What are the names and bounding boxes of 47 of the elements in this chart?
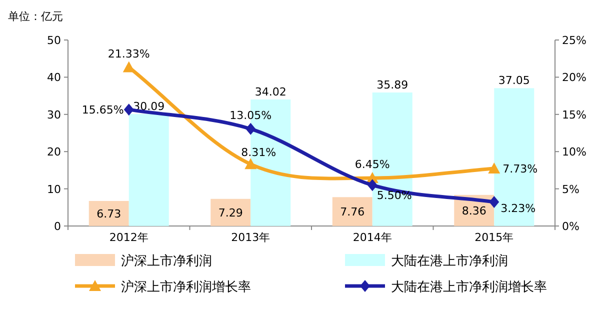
point (489, 196, 500, 208)
point (367, 179, 378, 192)
y-tick-label: 40 (47, 71, 61, 84)
bar (88, 200, 129, 226)
data-label: 3.23% (500, 202, 536, 215)
data-label: 37.05 (498, 74, 530, 88)
point (124, 104, 134, 116)
y-axis-title: 单位：亿元 (8, 10, 63, 23)
data-label: 30.09 (133, 100, 165, 114)
bar (210, 198, 251, 226)
data-label: 7.73% (502, 162, 538, 176)
y-tick-label: 30 (47, 108, 61, 122)
bar (128, 114, 169, 226)
y2-tick-label: 0% (562, 220, 580, 233)
y2-tick-label: 10% (562, 146, 586, 159)
legend-label: 大陆在港上市净利润 (391, 254, 508, 269)
legend-label: 大陆在港上市净利润增长率 (391, 279, 547, 295)
y2-tick-label: 25% (562, 34, 586, 47)
point (246, 122, 256, 135)
data-label: 15.65% (82, 104, 124, 117)
y2-tick-label: 5% (562, 182, 580, 196)
x-tick-label: 2015年 (474, 231, 514, 244)
data-label: 35.89 (376, 78, 408, 92)
point (244, 158, 257, 170)
y-tick-label: 10 (47, 182, 61, 196)
data-label: 6.73 (96, 207, 122, 220)
bar (332, 197, 372, 226)
y-tick-label: 0 (54, 220, 61, 233)
y-tick-label: 50 (47, 34, 61, 47)
data-label: 34.02 (254, 85, 286, 98)
data-label: 7.29 (218, 206, 243, 220)
data-label: 8.36 (462, 204, 486, 218)
data-label: 21.33% (108, 47, 150, 60)
x-tick-label: 2012年 (109, 231, 148, 244)
data-label: 6.45% (354, 158, 390, 172)
y2-tick-label: 20% (562, 71, 586, 84)
y2-tick-label: 15% (562, 108, 586, 122)
data-label: 5.50% (376, 189, 412, 202)
x-tick-label: 2014年 (352, 231, 392, 244)
data-label: 8.31% (241, 146, 276, 160)
data-label: 13.05% (230, 108, 272, 122)
legend-label: 沪深上市净利润 (121, 253, 212, 269)
data-label: 7.76 (340, 206, 365, 219)
y-tick-label: 20 (47, 146, 61, 159)
x-tick-label: 2013年 (231, 231, 270, 244)
point (488, 162, 500, 174)
legend-label: 沪深上市净利润增长率 (121, 279, 251, 295)
